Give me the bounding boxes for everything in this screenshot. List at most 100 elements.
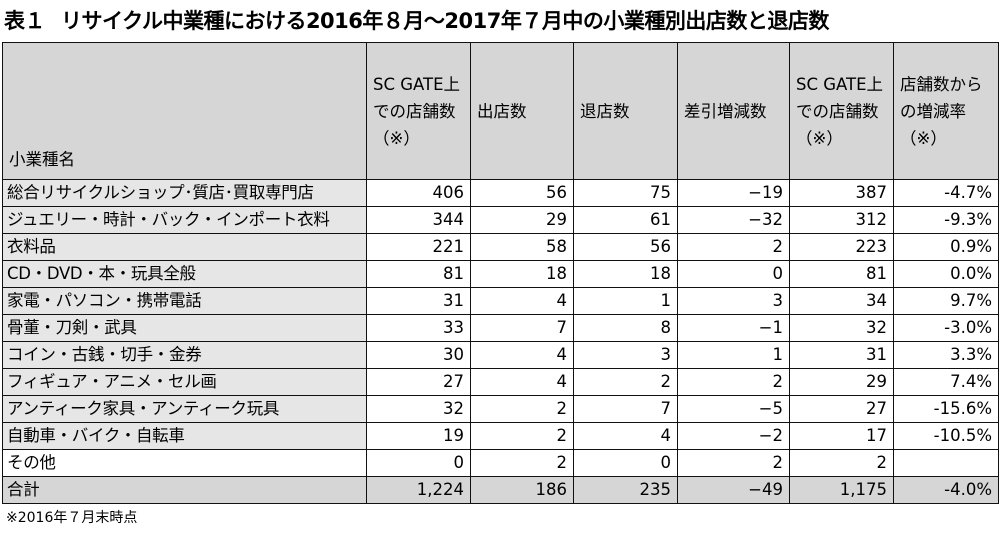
table-row: 衣料品 221 58 56 2 223 0.9% bbox=[2, 233, 999, 261]
cell-net: 1 bbox=[677, 341, 790, 369]
total-cell-stores-after: 1,175 bbox=[789, 476, 894, 504]
cell-net: 0 bbox=[677, 260, 790, 288]
cell-stores-after: 29 bbox=[789, 368, 894, 396]
cell-openings: 2 bbox=[470, 449, 574, 477]
store-count-table: 小業種名 SC GATE上での店舗数（※） 出店数 退店数 差引増減数 SC G… bbox=[2, 42, 999, 504]
cell-rate: 0.0% bbox=[893, 260, 999, 288]
cell-openings: 2 bbox=[470, 422, 574, 450]
cell-openings: 4 bbox=[470, 368, 574, 396]
cell-openings: 58 bbox=[470, 233, 574, 261]
cell-closings: 7 bbox=[573, 395, 678, 423]
cell-stores-after: 27 bbox=[789, 395, 894, 423]
cell-stores-before: 81 bbox=[366, 260, 471, 288]
cell-name: ジュエリー・時計・バック・インポート衣料 bbox=[2, 206, 367, 234]
cell-name: CD・DVD・本・玩具全般 bbox=[2, 260, 367, 288]
cell-closings: 2 bbox=[573, 368, 678, 396]
cell-rate: 3.3% bbox=[893, 341, 999, 369]
header-row: 小業種名 SC GATE上での店舗数（※） 出店数 退店数 差引増減数 SC G… bbox=[2, 42, 999, 180]
table-row: その他 0 2 0 2 2 bbox=[2, 449, 999, 477]
total-cell-openings: 186 bbox=[470, 476, 574, 504]
cell-name: その他 bbox=[2, 449, 367, 477]
table-row: フィギュア・アニメ・セル画 27 4 2 2 29 7.4% bbox=[2, 368, 999, 396]
total-cell-name: 合計 bbox=[2, 476, 367, 504]
table-body: 総合リサイクルショップ･質店･買取専門店 406 56 75 −19 387 -4.7% ジュ… bbox=[2, 179, 999, 504]
cell-stores-after: 387 bbox=[789, 179, 894, 207]
table-number: 表１ bbox=[4, 9, 46, 33]
column-header-rate: 店舗数からの増減率（※） bbox=[893, 42, 999, 180]
cell-openings: 2 bbox=[470, 395, 574, 423]
table-row: 家電・パソコン・携帯電話 31 4 1 3 34 9.7% bbox=[2, 287, 999, 315]
cell-stores-before: 221 bbox=[366, 233, 471, 261]
cell-openings: 56 bbox=[470, 179, 574, 207]
cell-openings: 4 bbox=[470, 341, 574, 369]
cell-closings: 75 bbox=[573, 179, 678, 207]
table-row: CD・DVD・本・玩具全般 81 18 18 0 81 0.0% bbox=[2, 260, 999, 288]
cell-rate: -15.6% bbox=[893, 395, 999, 423]
cell-stores-before: 27 bbox=[366, 368, 471, 396]
cell-closings: 3 bbox=[573, 341, 678, 369]
cell-rate: -3.0% bbox=[893, 314, 999, 342]
cell-name: 家電・パソコン・携帯電話 bbox=[2, 287, 367, 315]
cell-stores-after: 17 bbox=[789, 422, 894, 450]
cell-stores-after: 81 bbox=[789, 260, 894, 288]
cell-rate: 9.7% bbox=[893, 287, 999, 315]
cell-stores-after: 34 bbox=[789, 287, 894, 315]
total-cell-closings: 235 bbox=[573, 476, 678, 504]
cell-stores-before: 33 bbox=[366, 314, 471, 342]
cell-rate: -10.5% bbox=[893, 422, 999, 450]
table-row: 総合リサイクルショップ･質店･買取専門店 406 56 75 −19 387 -4.7% bbox=[2, 179, 999, 207]
total-row: 合計 1,224 186 235 −49 1,175 -4.0% bbox=[2, 476, 999, 504]
total-cell-net: −49 bbox=[677, 476, 790, 504]
cell-closings: 18 bbox=[573, 260, 678, 288]
cell-net: −1 bbox=[677, 314, 790, 342]
cell-stores-before: 31 bbox=[366, 287, 471, 315]
cell-net: 2 bbox=[677, 449, 790, 477]
total-cell-stores-before: 1,224 bbox=[366, 476, 471, 504]
cell-openings: 18 bbox=[470, 260, 574, 288]
cell-rate: 0.9% bbox=[893, 233, 999, 261]
cell-name: 自動車・バイク・自転車 bbox=[2, 422, 367, 450]
cell-net: 3 bbox=[677, 287, 790, 315]
cell-closings: 61 bbox=[573, 206, 678, 234]
table-row: コイン・古銭・切手・金券 30 4 3 1 31 3.3% bbox=[2, 341, 999, 369]
footnote: ※2016年７月末時点 bbox=[6, 510, 138, 526]
cell-closings: 0 bbox=[573, 449, 678, 477]
table-row: ジュエリー・時計・バック・インポート衣料 344 29 61 −32 312 -9.3% bbox=[2, 206, 999, 234]
cell-stores-before: 0 bbox=[366, 449, 471, 477]
cell-net: 2 bbox=[677, 368, 790, 396]
cell-stores-before: 30 bbox=[366, 341, 471, 369]
column-header-closings: 退店数 bbox=[573, 42, 678, 180]
cell-name: 衣料品 bbox=[2, 233, 367, 261]
cell-stores-before: 406 bbox=[366, 179, 471, 207]
cell-stores-before: 32 bbox=[366, 395, 471, 423]
cell-closings: 56 bbox=[573, 233, 678, 261]
cell-name: 総合リサイクルショップ･質店･買取専門店 bbox=[2, 179, 367, 207]
cell-name: フィギュア・アニメ・セル画 bbox=[2, 368, 367, 396]
cell-rate bbox=[893, 449, 999, 477]
cell-rate: -4.7% bbox=[893, 179, 999, 207]
cell-net: 2 bbox=[677, 233, 790, 261]
cell-net: −5 bbox=[677, 395, 790, 423]
column-header-stores-before: SC GATE上での店舗数（※） bbox=[366, 42, 471, 180]
column-header-stores-after: SC GATE上での店舗数（※） bbox=[789, 42, 894, 180]
cell-stores-before: 19 bbox=[366, 422, 471, 450]
cell-stores-after: 2 bbox=[789, 449, 894, 477]
table-title-text: リサイクル中業種における2016年８月～2017年７月中の小業種別出店数と退店数 bbox=[61, 9, 829, 33]
total-cell-rate: -4.0% bbox=[893, 476, 999, 504]
cell-stores-after: 31 bbox=[789, 341, 894, 369]
cell-closings: 8 bbox=[573, 314, 678, 342]
cell-net: −32 bbox=[677, 206, 790, 234]
cell-closings: 1 bbox=[573, 287, 678, 315]
table-row: 骨董・刀剣・武具 33 7 8 −1 32 -3.0% bbox=[2, 314, 999, 342]
column-header-name: 小業種名 bbox=[2, 42, 367, 180]
cell-stores-after: 312 bbox=[789, 206, 894, 234]
table-title: 表１ リサイクル中業種における2016年８月～2017年７月中の小業種別出店数と退… bbox=[4, 6, 998, 36]
column-header-openings: 出店数 bbox=[470, 42, 574, 180]
cell-openings: 7 bbox=[470, 314, 574, 342]
table-row: アンティーク家具・アンティーク玩具 32 2 7 −5 27 -15.6% bbox=[2, 395, 999, 423]
cell-closings: 4 bbox=[573, 422, 678, 450]
cell-stores-after: 223 bbox=[789, 233, 894, 261]
cell-stores-before: 344 bbox=[366, 206, 471, 234]
cell-openings: 29 bbox=[470, 206, 574, 234]
cell-net: −19 bbox=[677, 179, 790, 207]
